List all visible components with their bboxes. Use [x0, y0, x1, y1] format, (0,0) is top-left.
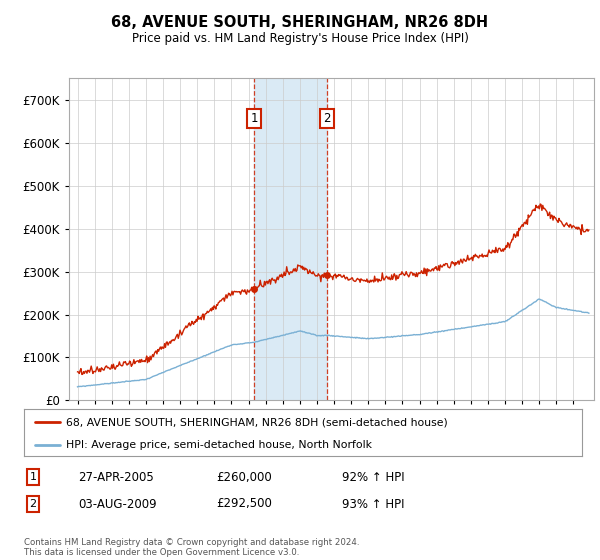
Text: Price paid vs. HM Land Registry's House Price Index (HPI): Price paid vs. HM Land Registry's House … [131, 32, 469, 45]
Text: 2: 2 [323, 112, 331, 125]
Text: 93% ↑ HPI: 93% ↑ HPI [342, 497, 404, 511]
Text: 2: 2 [29, 499, 37, 509]
Text: 68, AVENUE SOUTH, SHERINGHAM, NR26 8DH: 68, AVENUE SOUTH, SHERINGHAM, NR26 8DH [112, 15, 488, 30]
Text: £292,500: £292,500 [216, 497, 272, 511]
Text: 1: 1 [250, 112, 258, 125]
Text: 68, AVENUE SOUTH, SHERINGHAM, NR26 8DH (semi-detached house): 68, AVENUE SOUTH, SHERINGHAM, NR26 8DH (… [66, 417, 448, 427]
Text: £260,000: £260,000 [216, 470, 272, 484]
Text: Contains HM Land Registry data © Crown copyright and database right 2024.
This d: Contains HM Land Registry data © Crown c… [24, 538, 359, 557]
Text: 92% ↑ HPI: 92% ↑ HPI [342, 470, 404, 484]
Text: 27-APR-2005: 27-APR-2005 [78, 470, 154, 484]
Text: HPI: Average price, semi-detached house, North Norfolk: HPI: Average price, semi-detached house,… [66, 440, 372, 450]
Text: 1: 1 [29, 472, 37, 482]
Bar [254, 78, 327, 400]
Text: 03-AUG-2009: 03-AUG-2009 [78, 497, 157, 511]
